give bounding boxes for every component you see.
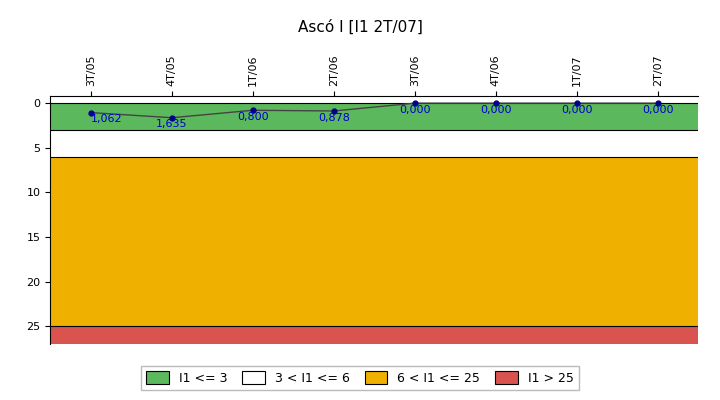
Text: 0,000: 0,000	[561, 105, 593, 115]
Text: 1,062: 1,062	[91, 114, 122, 124]
Text: 0,000: 0,000	[480, 105, 512, 115]
Text: Ascó I [I1 2T/07]: Ascó I [I1 2T/07]	[297, 20, 423, 35]
Bar	[50, 157, 698, 326]
Bar	[50, 326, 698, 344]
Text: 0,800: 0,800	[237, 112, 269, 122]
Bar	[50, 130, 698, 157]
Text: 1,635: 1,635	[156, 119, 188, 129]
Bar	[50, 103, 698, 130]
Text: 0,878: 0,878	[318, 112, 350, 122]
Legend: I1 <= 3, 3 < I1 <= 6, 6 < I1 <= 25, I1 > 25: I1 <= 3, 3 < I1 <= 6, 6 < I1 <= 25, I1 >…	[141, 366, 579, 390]
Text: 0,000: 0,000	[399, 105, 431, 115]
Text: 0,000: 0,000	[642, 105, 674, 115]
